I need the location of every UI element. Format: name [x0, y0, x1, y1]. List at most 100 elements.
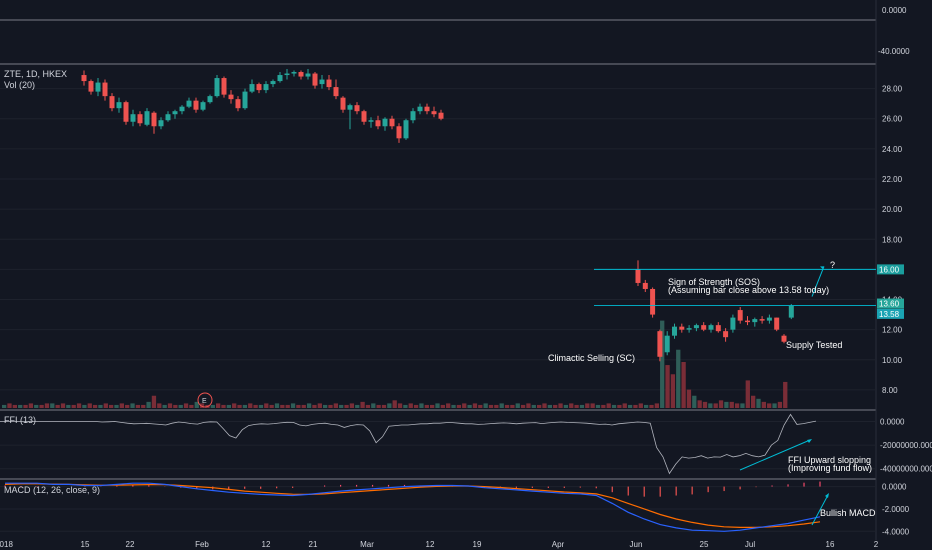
candle-body — [221, 78, 227, 95]
volume-bar — [665, 365, 670, 408]
volume-bar — [751, 395, 756, 408]
volume-bar — [617, 404, 622, 408]
sos-annotation-detail: (Assuming bar close above 13.58 today) — [668, 285, 830, 295]
candle-body — [708, 325, 714, 330]
x-axis-label: Feb — [195, 540, 209, 549]
candle-body — [88, 81, 94, 92]
top-pane-axis-label: 0.0000 — [882, 6, 907, 15]
candle-body — [424, 106, 430, 112]
candle-body — [693, 325, 699, 329]
ffi-line — [0, 413, 817, 475]
price-axis-label: 8.00 — [882, 386, 898, 395]
volume-bar — [355, 404, 360, 408]
x-axis-label: 2 — [874, 540, 879, 549]
volume-title: Vol (20) — [4, 80, 36, 90]
candle-body — [389, 118, 395, 127]
volume-bar — [39, 404, 44, 408]
candle-body — [284, 73, 290, 76]
top-pane-axis-label: -40.0000 — [878, 47, 910, 56]
candle-body — [730, 317, 736, 330]
volume-bar — [627, 404, 633, 408]
candle-body — [242, 91, 248, 109]
volume-bar — [178, 404, 183, 408]
volume-bar — [98, 404, 103, 408]
candle-body — [186, 100, 192, 107]
volume-bar — [622, 403, 627, 408]
volume-bar — [488, 404, 494, 408]
candle-body — [396, 126, 402, 139]
volume-bar — [686, 389, 692, 408]
candle-body — [737, 310, 743, 321]
price-axis-label: 22.00 — [882, 175, 903, 184]
volume-bar — [7, 403, 12, 408]
ffi-axis-label: -40000000.0000 — [880, 465, 932, 474]
candle-body — [759, 319, 765, 321]
candle-body — [347, 105, 353, 110]
volume-bar — [333, 403, 338, 408]
candle-body — [766, 317, 772, 321]
volume-bar — [87, 403, 92, 408]
volume-bar — [248, 403, 253, 408]
price-axis-label: 28.00 — [882, 85, 903, 94]
candle-body — [249, 84, 255, 92]
volume-bar — [376, 404, 381, 408]
volume-bar — [221, 404, 226, 408]
volume-bar — [537, 404, 542, 408]
volume-bar — [317, 403, 322, 408]
volume-bar — [456, 404, 462, 408]
volume-bar — [558, 403, 563, 408]
x-axis-label: 16 — [826, 540, 835, 549]
candle-body — [326, 79, 332, 88]
volume-bar — [697, 400, 702, 408]
x-axis-label: 19 — [473, 540, 482, 549]
volume-bar — [306, 403, 312, 408]
volume-bar — [542, 403, 547, 408]
volume-bar — [381, 404, 387, 408]
last-price-tag-text: 13.58 — [879, 310, 900, 319]
candle-body — [333, 87, 339, 97]
volume-bar — [761, 401, 766, 408]
volume-bar — [595, 404, 601, 408]
volume-bar — [692, 395, 697, 408]
volume-bar — [777, 401, 783, 408]
volume-bar — [76, 403, 82, 408]
candle-body — [207, 96, 213, 103]
candle-body — [172, 111, 178, 115]
x-axis-label: Jun — [630, 540, 643, 549]
volume-bar — [328, 404, 333, 408]
volume-bar — [66, 404, 71, 408]
volume-bar — [189, 404, 194, 408]
price-axis-label: 12.00 — [882, 326, 903, 335]
volume-bar — [114, 404, 119, 408]
volume-bar — [167, 403, 173, 408]
volume-bar — [151, 395, 157, 408]
candle-body — [312, 73, 318, 86]
volume-bar — [702, 401, 708, 408]
price-axis-label: 10.00 — [882, 356, 903, 365]
candle-body — [298, 72, 304, 77]
candle-body — [95, 82, 101, 92]
candle-body — [123, 102, 129, 122]
volume-bar — [446, 403, 451, 408]
volume-bar — [296, 404, 301, 408]
volume-bar — [563, 404, 569, 408]
last-price-tag — [877, 308, 904, 319]
volume-bar — [633, 404, 638, 408]
x-axis-label: Apr — [552, 540, 565, 549]
volume-bar — [44, 403, 50, 408]
x-axis-label: 22 — [126, 540, 135, 549]
candle-body — [130, 114, 136, 122]
volume-bar — [339, 404, 344, 408]
candle-body — [102, 82, 108, 97]
volume-bar — [783, 381, 788, 408]
volume-bar — [547, 404, 552, 408]
volume-bar — [724, 401, 729, 408]
x-axis-label: 21 — [309, 540, 318, 549]
volume-bar — [611, 404, 617, 408]
x-axis-label: Mar — [360, 540, 374, 549]
candle-body — [650, 288, 656, 315]
volume-bar — [579, 404, 585, 408]
volume-bar — [109, 404, 114, 408]
macd-pane-title: MACD (12, 26, close, 9) — [4, 485, 101, 495]
volume-bar — [199, 403, 205, 408]
